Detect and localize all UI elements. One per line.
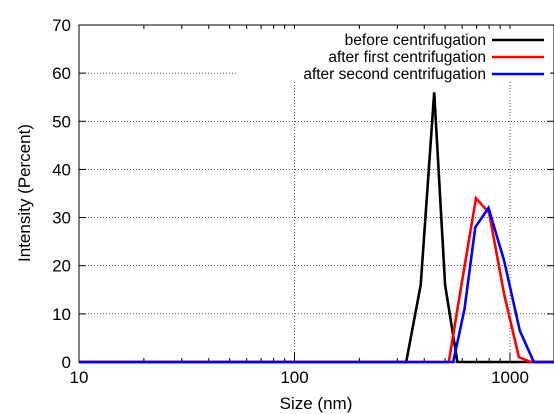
legend-label: after first centrifugation: [328, 49, 486, 66]
x-tick-label: 10: [70, 368, 89, 387]
series-lines: [79, 92, 554, 364]
legend-label: before centrifugation: [345, 32, 486, 49]
y-tick-labels: 0 10 20 30 40 50 60 70: [52, 16, 71, 372]
series-line: [79, 204, 554, 364]
x-tick-labels: 10 100 1000: [70, 368, 529, 387]
legend-background: [236, 29, 550, 81]
y-tick-label: 70: [52, 16, 71, 35]
y-tick-label: 60: [52, 64, 71, 83]
x-axis-title: Size (nm): [280, 394, 353, 413]
y-tick-label: 30: [52, 209, 71, 228]
y-tick-label: 0: [62, 353, 71, 372]
y-axis-title: Intensity (Percent): [15, 124, 34, 262]
legend-label: after second centrifugation: [303, 66, 486, 83]
series-line: [79, 92, 554, 364]
x-tick-label: 1000: [491, 368, 529, 387]
y-tick-label: 40: [52, 160, 71, 179]
y-tick-label: 10: [52, 305, 71, 324]
y-tick-label: 20: [52, 257, 71, 276]
y-tick-label: 50: [52, 112, 71, 131]
x-tick-label: 100: [280, 368, 308, 387]
series-line: [79, 195, 554, 364]
